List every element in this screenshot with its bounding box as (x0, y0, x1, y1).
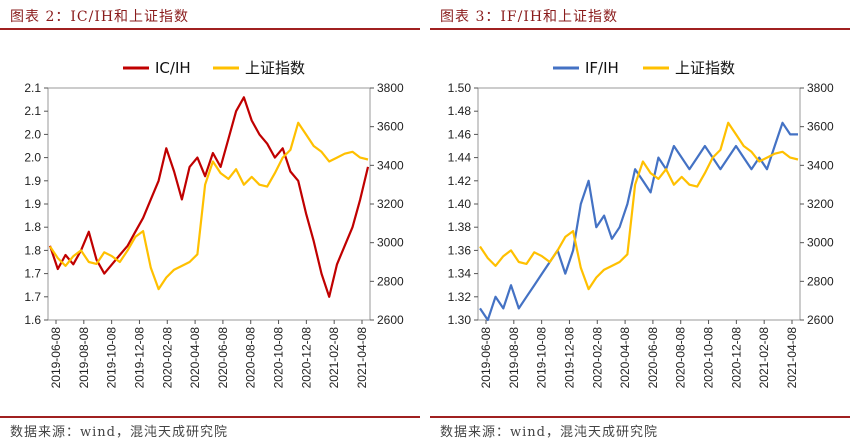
chart-panel-left: 图表 2：IC/IH和上证指数 1.6 1.7 1.7 1.8 1.8 1.9 1.9 2.0… (0, 0, 420, 445)
legend-label: IC/IH (155, 59, 191, 77)
right-axis-label: 3800 (377, 81, 404, 95)
x-axis-label: 2019-10-08 (105, 327, 119, 389)
x-axis-label: 2019-08-08 (77, 327, 91, 389)
line-chart-ic-ih: 1.6 1.7 1.7 1.8 1.8 1.9 1.9 2.0 2.0 2.1 2.1 2600 280… (24, 59, 404, 389)
x-axis-label: 2019-06-08 (49, 327, 63, 389)
series-line-0 (479, 121, 798, 322)
left-axis-label: 1.6 (24, 313, 41, 327)
x-axis-label: 2020-04-08 (188, 327, 202, 389)
left-axis-label: 1.50 (448, 81, 472, 95)
left-axis-label: 1.36 (448, 243, 472, 257)
left-axis-label: 2.0 (24, 151, 41, 165)
left-axis-label: 1.32 (448, 290, 472, 304)
left-axis-label: 1.38 (448, 220, 472, 234)
legend-label: 上证指数 (245, 59, 305, 77)
x-axis-label: 2021-04-08 (355, 327, 369, 389)
x-axis-label: 2021-02-08 (757, 327, 771, 389)
x-axis-label: 2020-04-08 (618, 327, 632, 389)
left-axis-label: 2.1 (24, 81, 41, 95)
left-axis-label: 1.42 (448, 174, 472, 188)
plot-frame (47, 87, 371, 321)
right-axis-label: 2600 (807, 313, 834, 327)
left-axis-label: 1.8 (24, 243, 41, 257)
left-axis-label: 1.44 (448, 151, 472, 165)
x-axis-label: 2020-12-08 (729, 327, 743, 389)
x-axis-label: 2019-12-08 (562, 327, 576, 389)
left-axis-label: 1.48 (448, 104, 472, 118)
x-axis-label: 2019-10-08 (535, 327, 549, 389)
title-rule (0, 28, 420, 30)
right-axis-label: 3600 (807, 120, 834, 134)
left-axis-label: 1.7 (24, 267, 41, 281)
x-axis-label: 2020-08-08 (244, 327, 258, 389)
right-axis-label: 3200 (377, 197, 404, 211)
figure-title: 图表 3：IF/IH和上证指数 (440, 9, 619, 25)
legend-label: IF/IH (585, 59, 619, 77)
x-axis-label: 2020-10-08 (702, 327, 716, 389)
series-line-0 (48, 96, 370, 298)
x-axis-label: 2020-02-08 (160, 327, 174, 389)
x-axis-label: 2019-06-08 (479, 327, 493, 389)
x-axis-label: 2019-08-08 (507, 327, 521, 389)
left-axis-label: 1.7 (24, 290, 41, 304)
left-axis-label: 1.34 (448, 267, 472, 281)
x-axis-label: 2021-02-08 (327, 327, 341, 389)
x-axis-label: 2020-12-08 (299, 327, 313, 389)
right-axis-label: 2800 (377, 274, 404, 288)
left-axis-label: 1.8 (24, 220, 41, 234)
plot-frame (477, 87, 801, 321)
left-axis-label: 2.0 (24, 127, 41, 141)
figure-title: 图表 2：IC/IH和上证指数 (10, 9, 190, 25)
right-axis-label: 3000 (377, 236, 404, 250)
x-axis-label: 2020-06-08 (216, 327, 230, 389)
chart-panel-right: 图表 3：IF/IH和上证指数 1.30 1.32 1.34 1.36 1.38 1.40… (430, 0, 850, 445)
right-axis-label: 3000 (807, 236, 834, 250)
source-rule (0, 416, 420, 418)
line-chart-if-ih: 1.30 1.32 1.34 1.36 1.38 1.40 1.42 1.44 1.46 1.48… (448, 59, 834, 389)
x-axis-label: 2020-10-08 (272, 327, 286, 389)
x-axis-label: 2019-12-08 (132, 327, 146, 389)
right-axis-label: 3800 (807, 81, 834, 95)
left-axis-label: 1.40 (448, 197, 472, 211)
title-rule (430, 28, 850, 30)
right-axis-label: 3400 (377, 158, 404, 172)
left-axis-label: 1.9 (24, 197, 41, 211)
left-axis-label: 1.9 (24, 174, 41, 188)
series-line-1 (49, 121, 369, 291)
right-axis-label: 2600 (377, 313, 404, 327)
source-rule (430, 416, 850, 418)
legend-label: 上证指数 (675, 59, 735, 77)
right-axis-label: 2800 (807, 274, 834, 288)
series-line-1 (479, 121, 799, 291)
right-axis-label: 3400 (807, 158, 834, 172)
source-note: 数据来源：wind，混沌天成研究院 (10, 425, 228, 440)
x-axis-label: 2020-02-08 (590, 327, 604, 389)
left-axis-label: 2.1 (24, 104, 41, 118)
right-axis-label: 3600 (377, 120, 404, 134)
right-axis-label: 3200 (807, 197, 834, 211)
x-axis-label: 2020-06-08 (646, 327, 660, 389)
x-axis-label: 2020-08-08 (674, 327, 688, 389)
left-axis-label: 1.46 (448, 127, 472, 141)
source-note: 数据来源：wind，混沌天成研究院 (440, 425, 658, 440)
x-axis-label: 2021-04-08 (785, 327, 799, 389)
left-axis-label: 1.30 (448, 313, 472, 327)
